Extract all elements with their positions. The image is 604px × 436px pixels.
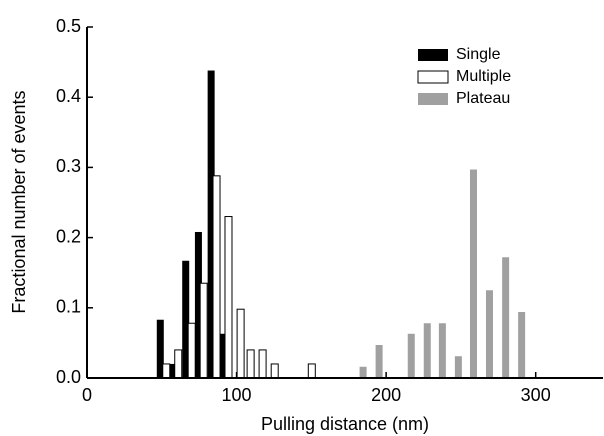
- legend-label: Multiple: [456, 68, 511, 85]
- bar: [224, 216, 233, 379]
- bar: [174, 349, 183, 379]
- legend-swatch: [417, 70, 449, 84]
- y-tick-label: 0.0: [56, 367, 81, 387]
- bar: [485, 290, 493, 378]
- bar: [375, 345, 383, 378]
- bar: [423, 323, 431, 378]
- bar: [438, 323, 446, 378]
- legend-label: Single: [456, 46, 501, 63]
- bar: [218, 333, 226, 378]
- bar: [156, 319, 164, 378]
- y-tick-label: 0.4: [56, 86, 81, 106]
- x-tick-label: 100: [222, 385, 252, 405]
- y-tick-label: 0.2: [56, 226, 81, 246]
- bar: [469, 169, 477, 378]
- bar: [246, 349, 255, 379]
- legend-swatch: [418, 49, 448, 61]
- bar: [454, 356, 462, 378]
- bar: [236, 308, 245, 379]
- y-tick-label: 0.3: [56, 156, 81, 176]
- bar: [270, 363, 279, 379]
- bar: [194, 231, 202, 378]
- bar: [359, 366, 367, 378]
- bar: [258, 349, 267, 379]
- y-tick-label: 0.1: [56, 297, 81, 317]
- legend-label: Plateau: [456, 90, 510, 107]
- bar: [199, 282, 208, 379]
- x-tick-label: 200: [371, 385, 401, 405]
- x-tick-label: 0: [82, 385, 92, 405]
- bar: [187, 322, 196, 379]
- bar: [162, 363, 171, 379]
- bar: [502, 257, 510, 378]
- bar: [207, 70, 215, 379]
- bar: [407, 333, 415, 378]
- x-tick-label: 300: [521, 385, 551, 405]
- legend-swatch: [418, 93, 448, 105]
- x-axis-label: Pulling distance (nm): [261, 414, 429, 434]
- bar: [182, 260, 190, 378]
- bar: [212, 175, 221, 379]
- y-tick-label: 0.5: [56, 16, 81, 36]
- bar: [307, 363, 316, 379]
- y-axis-label: Fractional number of events: [9, 90, 29, 313]
- bar: [168, 363, 176, 378]
- bar: [518, 312, 526, 378]
